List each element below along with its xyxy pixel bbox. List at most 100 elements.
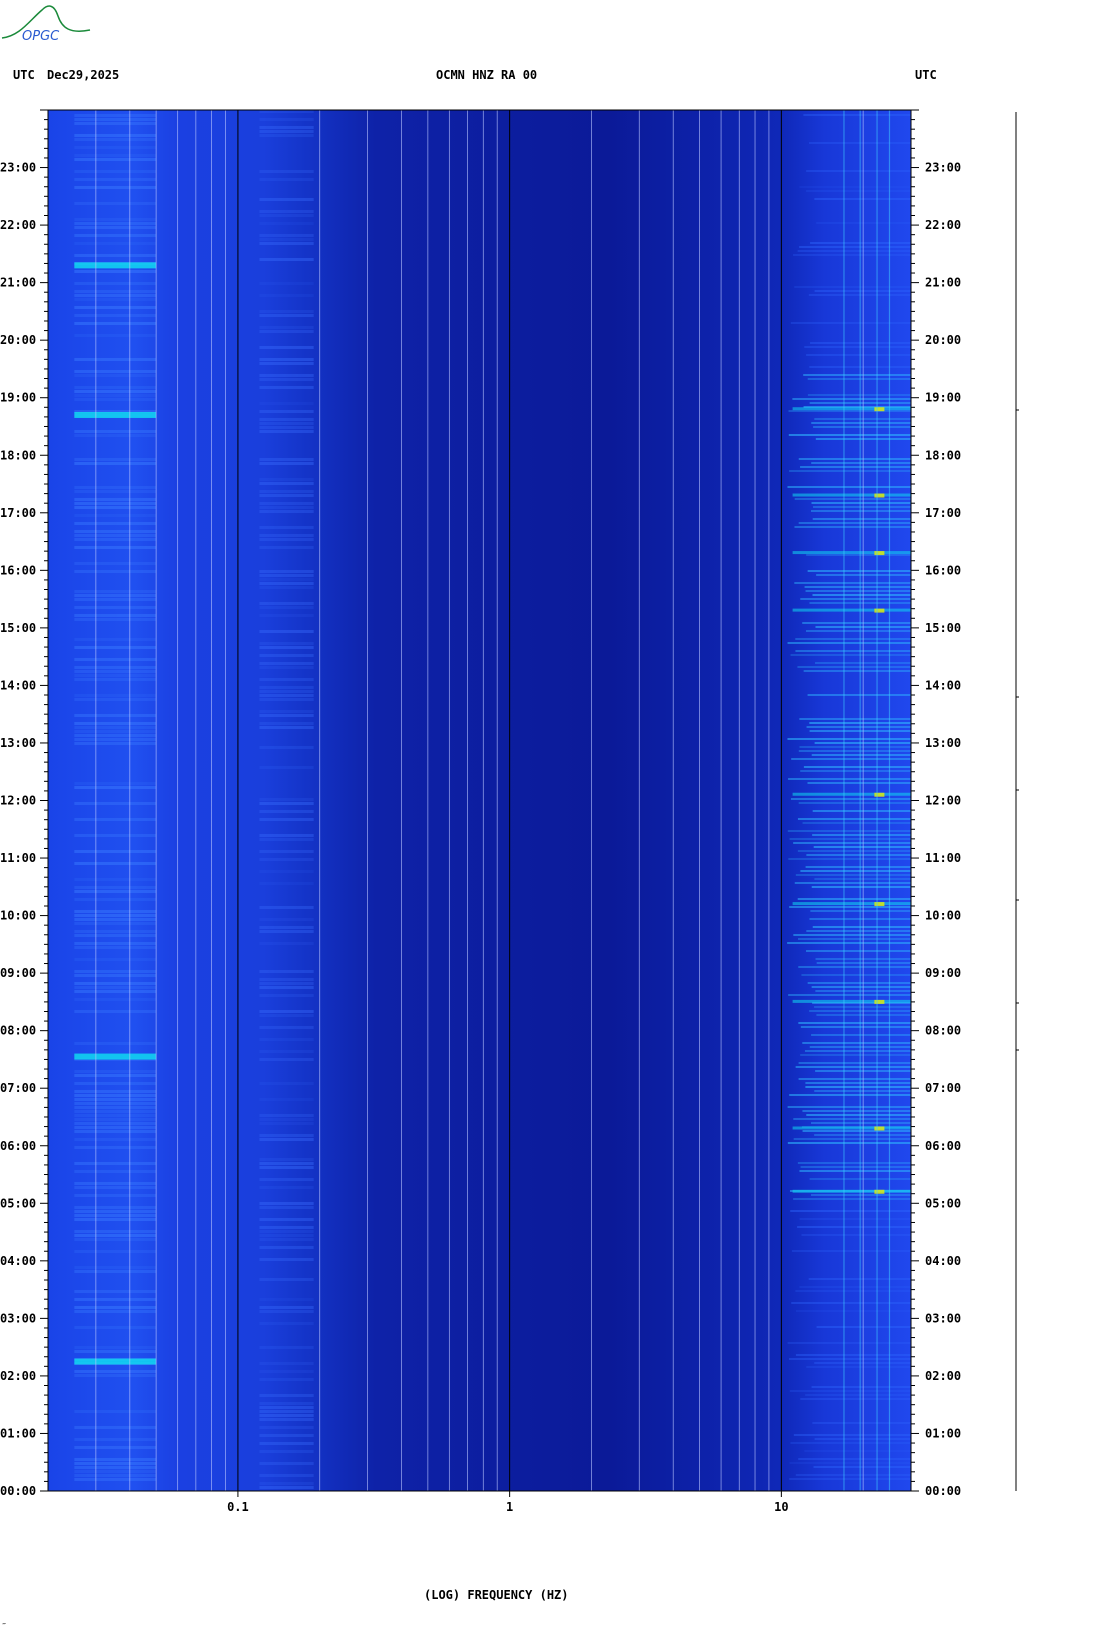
noise-stripe-high xyxy=(805,630,911,632)
noise-stripe-high xyxy=(807,378,911,380)
header-date: Dec29,2025 xyxy=(47,68,120,82)
y-tick-label-left: 22:00 xyxy=(0,218,36,232)
noise-stripe-high xyxy=(799,1286,911,1288)
noise-stripe-mid xyxy=(259,982,314,985)
noise-stripe-low xyxy=(74,726,157,729)
noise-stripe-low xyxy=(74,498,157,501)
y-tick-label-left: 01:00 xyxy=(0,1426,36,1440)
noise-stripe-high xyxy=(797,850,911,852)
noise-stripe-mid xyxy=(259,402,314,405)
noise-stripe-low xyxy=(74,1122,157,1125)
noise-stripe-mid xyxy=(259,118,314,121)
high-freq-event xyxy=(792,551,911,555)
noise-stripe-low xyxy=(74,254,157,257)
y-tick-label-right: 03:00 xyxy=(925,1311,961,1325)
noise-stripe-low xyxy=(74,1370,157,1373)
noise-stripe-mid xyxy=(259,1418,314,1421)
noise-stripe-high xyxy=(799,1218,911,1220)
noise-stripe-low xyxy=(74,138,157,141)
noise-stripe-high xyxy=(813,506,911,508)
high-freq-event xyxy=(792,902,911,906)
noise-stripe-mid xyxy=(259,1158,314,1161)
noise-stripe-high xyxy=(788,1358,911,1360)
noise-stripe-mid xyxy=(259,642,314,645)
noise-stripe-high xyxy=(793,1138,911,1140)
noise-stripe-mid xyxy=(259,722,314,725)
noise-stripe-mid xyxy=(259,582,314,585)
noise-stripe-mid xyxy=(259,798,314,801)
spectrogram-events xyxy=(74,110,911,1491)
y-tick-label-left: 08:00 xyxy=(0,1024,36,1038)
noise-stripe-mid xyxy=(259,678,314,681)
noise-stripe-low xyxy=(74,1470,157,1473)
y-tick-label-left: 12:00 xyxy=(0,794,36,808)
y-tick-label-right: 00:00 xyxy=(925,1484,961,1498)
header-left-tz: UTC xyxy=(13,68,35,82)
noise-stripe-low xyxy=(74,538,157,541)
noise-stripe-low xyxy=(74,290,157,293)
noise-stripe-low xyxy=(74,242,157,245)
noise-stripe-high xyxy=(798,966,911,968)
noise-stripe-mid xyxy=(259,310,314,313)
noise-stripe-low xyxy=(74,694,157,697)
noise-stripe-mid xyxy=(259,126,314,129)
noise-stripe-high xyxy=(802,1042,911,1044)
noise-stripe-high xyxy=(797,1226,911,1228)
noise-stripe-mid xyxy=(259,926,314,929)
noise-stripe-mid xyxy=(259,1082,314,1085)
high-freq-peak xyxy=(874,902,885,907)
noise-stripe-low xyxy=(74,658,157,661)
noise-stripe-mid xyxy=(259,574,314,577)
noise-stripe-low xyxy=(74,1230,157,1233)
noise-stripe-low xyxy=(74,202,157,205)
noise-stripe-high xyxy=(805,1394,911,1396)
noise-stripe-high xyxy=(790,1442,911,1444)
noise-stripe-high xyxy=(790,322,911,324)
noise-stripe-high xyxy=(812,1422,911,1424)
noise-stripe-low xyxy=(74,914,157,917)
noise-stripe-high xyxy=(802,622,911,624)
noise-stripe-low xyxy=(74,294,157,297)
noise-stripe-low xyxy=(74,1326,157,1329)
y-tick-label-right: 16:00 xyxy=(925,563,961,577)
noise-stripe-mid xyxy=(259,214,314,217)
noise-stripe-low xyxy=(74,738,157,741)
noise-stripe-high xyxy=(797,898,911,900)
side-scale-bar xyxy=(1015,112,1019,1491)
noise-stripe-low xyxy=(74,570,157,573)
noise-stripe-low xyxy=(74,594,157,597)
noise-stripe-mid xyxy=(259,1206,314,1209)
noise-stripe-high xyxy=(797,938,911,940)
noise-stripe-mid xyxy=(259,1362,314,1365)
noise-stripe-high xyxy=(794,498,911,500)
noise-stripe-high xyxy=(798,522,911,524)
noise-stripe-low xyxy=(74,1346,157,1349)
high-freq-event xyxy=(792,999,911,1003)
noise-stripe-high xyxy=(811,986,911,988)
noise-stripe-high xyxy=(816,1014,911,1016)
noise-stripe-high xyxy=(807,982,911,984)
noise-stripe-high xyxy=(810,510,911,512)
noise-stripe-high xyxy=(789,1478,911,1480)
noise-stripe-mid xyxy=(259,1166,314,1169)
noise-stripe-mid xyxy=(259,694,314,697)
noise-stripe-low xyxy=(74,270,157,273)
noise-stripe-low xyxy=(74,178,157,181)
noise-stripe-high xyxy=(805,1086,911,1088)
noise-stripe-high xyxy=(798,802,911,804)
noise-stripe-mid xyxy=(259,170,314,173)
noise-stripe-mid xyxy=(259,330,314,333)
noise-stripe-low xyxy=(74,850,157,853)
noise-stripe-low xyxy=(74,1374,157,1377)
noise-stripe-high xyxy=(789,1390,911,1392)
noise-stripe-high xyxy=(790,1210,911,1212)
noise-stripe-mid xyxy=(259,810,314,813)
noise-stripe-low xyxy=(74,430,157,433)
header-title: OCMN HNZ RA 00 xyxy=(436,68,538,82)
y-tick-label-right: 14:00 xyxy=(925,678,961,692)
noise-stripe-low xyxy=(74,502,157,505)
noise-stripe-low xyxy=(74,998,157,1001)
high-freq-peak xyxy=(874,1189,885,1194)
noise-stripe-low xyxy=(74,646,157,649)
